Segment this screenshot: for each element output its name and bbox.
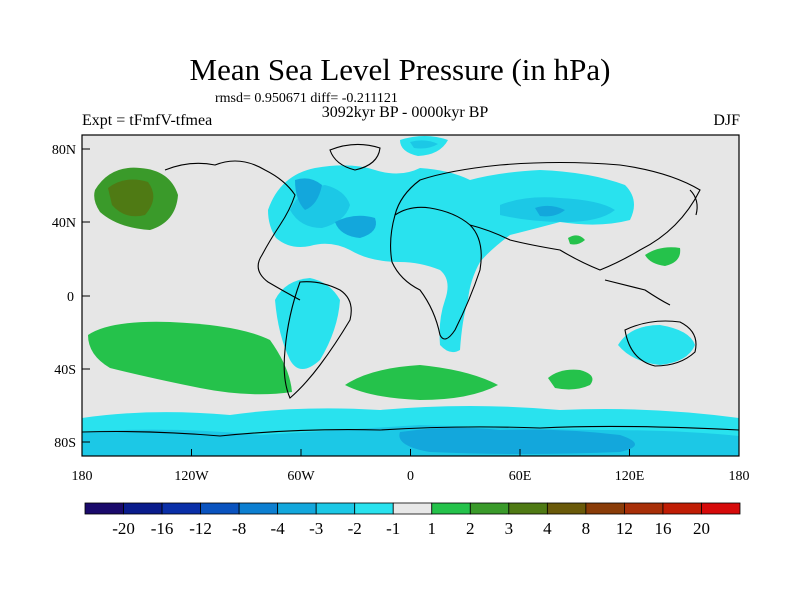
colorbar-swatch — [469, 502, 510, 515]
lon-label-180e: 180 — [729, 469, 750, 484]
anomaly-atlantic-low — [335, 215, 376, 238]
anomaly-indian-ocean-high — [548, 369, 593, 390]
colorbar-swatch — [123, 502, 163, 515]
colorbar-label: -4 — [271, 519, 286, 538]
anomaly-north-america — [295, 178, 322, 210]
colorbar-label: -3 — [309, 519, 323, 538]
anomaly-asia-low — [535, 205, 565, 217]
colorbar-swatch — [431, 502, 471, 515]
colorbar-label: 12 — [616, 519, 633, 538]
lon-label-60w: 60W — [287, 469, 315, 484]
anomaly-antarctic-low — [399, 427, 635, 454]
lat-label-40s: 40S — [54, 363, 76, 378]
lat-label-eq: 0 — [67, 290, 74, 305]
lon-label-180w: 180 — [72, 469, 93, 484]
colorbar-swatch — [161, 502, 201, 515]
colorbar-swatch — [315, 502, 356, 515]
colorbar-swatch — [701, 502, 741, 515]
colorbar-label: 1 — [428, 519, 437, 538]
colorbar-label: 3 — [505, 519, 514, 538]
colorbar-label: 20 — [693, 519, 710, 538]
colorbar-swatch — [508, 502, 548, 515]
stats-line: rmsd= 0.950671 diff= -0.211121 — [215, 91, 398, 106]
anomaly-australia — [618, 325, 695, 365]
colorbar-label: -2 — [348, 519, 362, 538]
colorbar-swatch — [624, 502, 664, 515]
coast-north-america — [164, 160, 301, 301]
coast-south-america — [283, 281, 352, 399]
lon-label-0: 0 — [407, 469, 414, 484]
lon-label-60e: 60E — [509, 469, 532, 484]
lat-label-80n: 80N — [52, 143, 76, 158]
anomaly-tibet-high — [568, 235, 585, 245]
coast-eurasia — [394, 161, 701, 271]
colorbar-swatch — [277, 502, 317, 515]
chart-title: Mean Sea Level Pressure (in hPa) — [189, 52, 611, 87]
anomaly-south-pacific-high — [88, 321, 292, 395]
lon-label-120w: 120W — [174, 469, 209, 484]
experiment-label: Expt = tFmfV-tfmea — [82, 112, 213, 129]
colorbar-label: 16 — [654, 519, 671, 538]
colorbar-swatch — [392, 502, 433, 515]
colorbar-label: -12 — [189, 519, 212, 538]
colorbar-swatch — [354, 502, 394, 515]
anomaly-west-pacific-high — [645, 247, 681, 266]
colorbar-swatch — [585, 502, 625, 515]
coast-greenland — [329, 143, 381, 171]
colorbar-label: -1 — [386, 519, 400, 538]
lat-axis: 80N 40N 0 40S 80S — [52, 143, 90, 451]
colorbar-label: 8 — [582, 519, 591, 538]
lat-label-40n: 40N — [52, 216, 76, 231]
colorbar-label: -20 — [112, 519, 135, 538]
coast-japan — [689, 189, 698, 216]
coast-australia — [624, 320, 697, 367]
colorbar-swatch — [238, 502, 279, 515]
period-label: 3092kyr BP - 0000kyr BP — [321, 104, 489, 121]
season-label: DJF — [713, 112, 740, 129]
map-plot-area — [82, 135, 739, 456]
colorbar-label: -8 — [232, 519, 246, 538]
anomaly-arctic-core — [410, 140, 438, 149]
coast-africa — [389, 206, 482, 340]
coast-antarctica — [82, 425, 739, 437]
colorbar-label: 2 — [466, 519, 475, 538]
colorbar-swatch — [662, 502, 702, 515]
lon-label-120e: 120E — [615, 469, 645, 484]
colorbar-swatch — [200, 502, 240, 515]
anomaly-north-pacific-core — [108, 179, 154, 217]
colorbar-label: 4 — [543, 519, 552, 538]
colorbar-swatch — [546, 502, 587, 515]
colorbar-swatch — [84, 502, 124, 515]
colorbar-label: -16 — [151, 519, 174, 538]
lat-label-80s: 80S — [54, 436, 76, 451]
lon-axis: 180 120W 60W 0 60E 120E 180 — [72, 449, 750, 484]
coastlines — [82, 143, 739, 437]
anomaly-south-atlantic-high — [345, 365, 498, 400]
coast-maritime-continent — [604, 279, 671, 306]
anomaly-south-america — [275, 278, 340, 369]
colorbar: -20 -16 -12 -8 -4 -3 -2 -1 1 2 3 4 8 12 16 20 — [84, 502, 741, 538]
